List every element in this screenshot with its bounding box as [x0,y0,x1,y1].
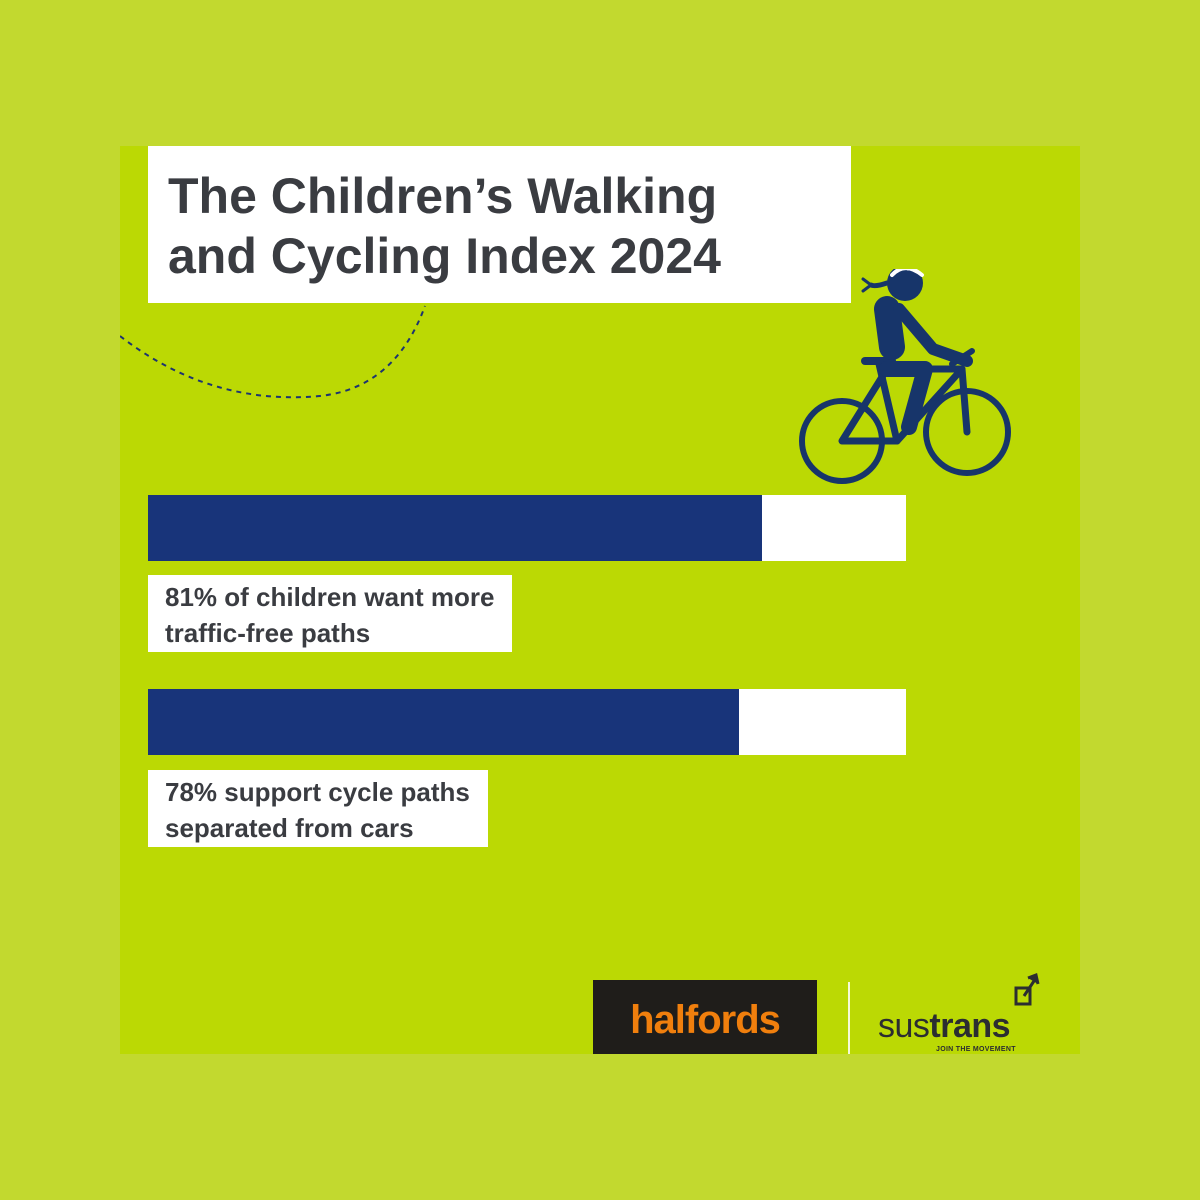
cyclist-icon [799,269,1011,484]
halfords-logo: halfords [593,980,817,1054]
bar-fill-2 [148,689,740,755]
sustrans-wordmark-bold: trans [929,1007,1011,1045]
dashed-arc-decoration [120,305,426,399]
bar-track-1 [148,495,906,561]
sustrans-logo: sustrans JOIN THE MOVEMENT [878,970,1048,1054]
sustrans-wordmark-light: sus [878,1007,930,1045]
bar-label-2-line-1: 78% support cycle paths [165,777,470,807]
bar-label-2: 78% support cycle paths separated from c… [148,770,488,847]
sustrans-arrow-icon [1014,972,1040,1006]
bar-label-1-line-2: traffic-free paths [165,618,371,648]
bar-label-1-line-1: 81% of children want more [165,582,495,612]
page-title-line-2: and Cycling Index 2024 [168,228,721,284]
sustrans-wordmark: sustrans [878,1006,1011,1046]
bar-track-2 [148,689,906,755]
logo-divider [848,982,850,1054]
title-box: The Children’s Walking and Cycling Index… [148,146,851,303]
bar-fill-1 [148,495,762,561]
bar-label-2-line-2: separated from cars [165,813,414,843]
bar-label-1: 81% of children want more traffic-free p… [148,575,513,652]
page-title-line-1: The Children’s Walking [168,168,718,224]
sustrans-tagline: JOIN THE MOVEMENT [936,1046,1016,1053]
infographic-card: The Children’s Walking and Cycling Index… [120,146,1080,1054]
